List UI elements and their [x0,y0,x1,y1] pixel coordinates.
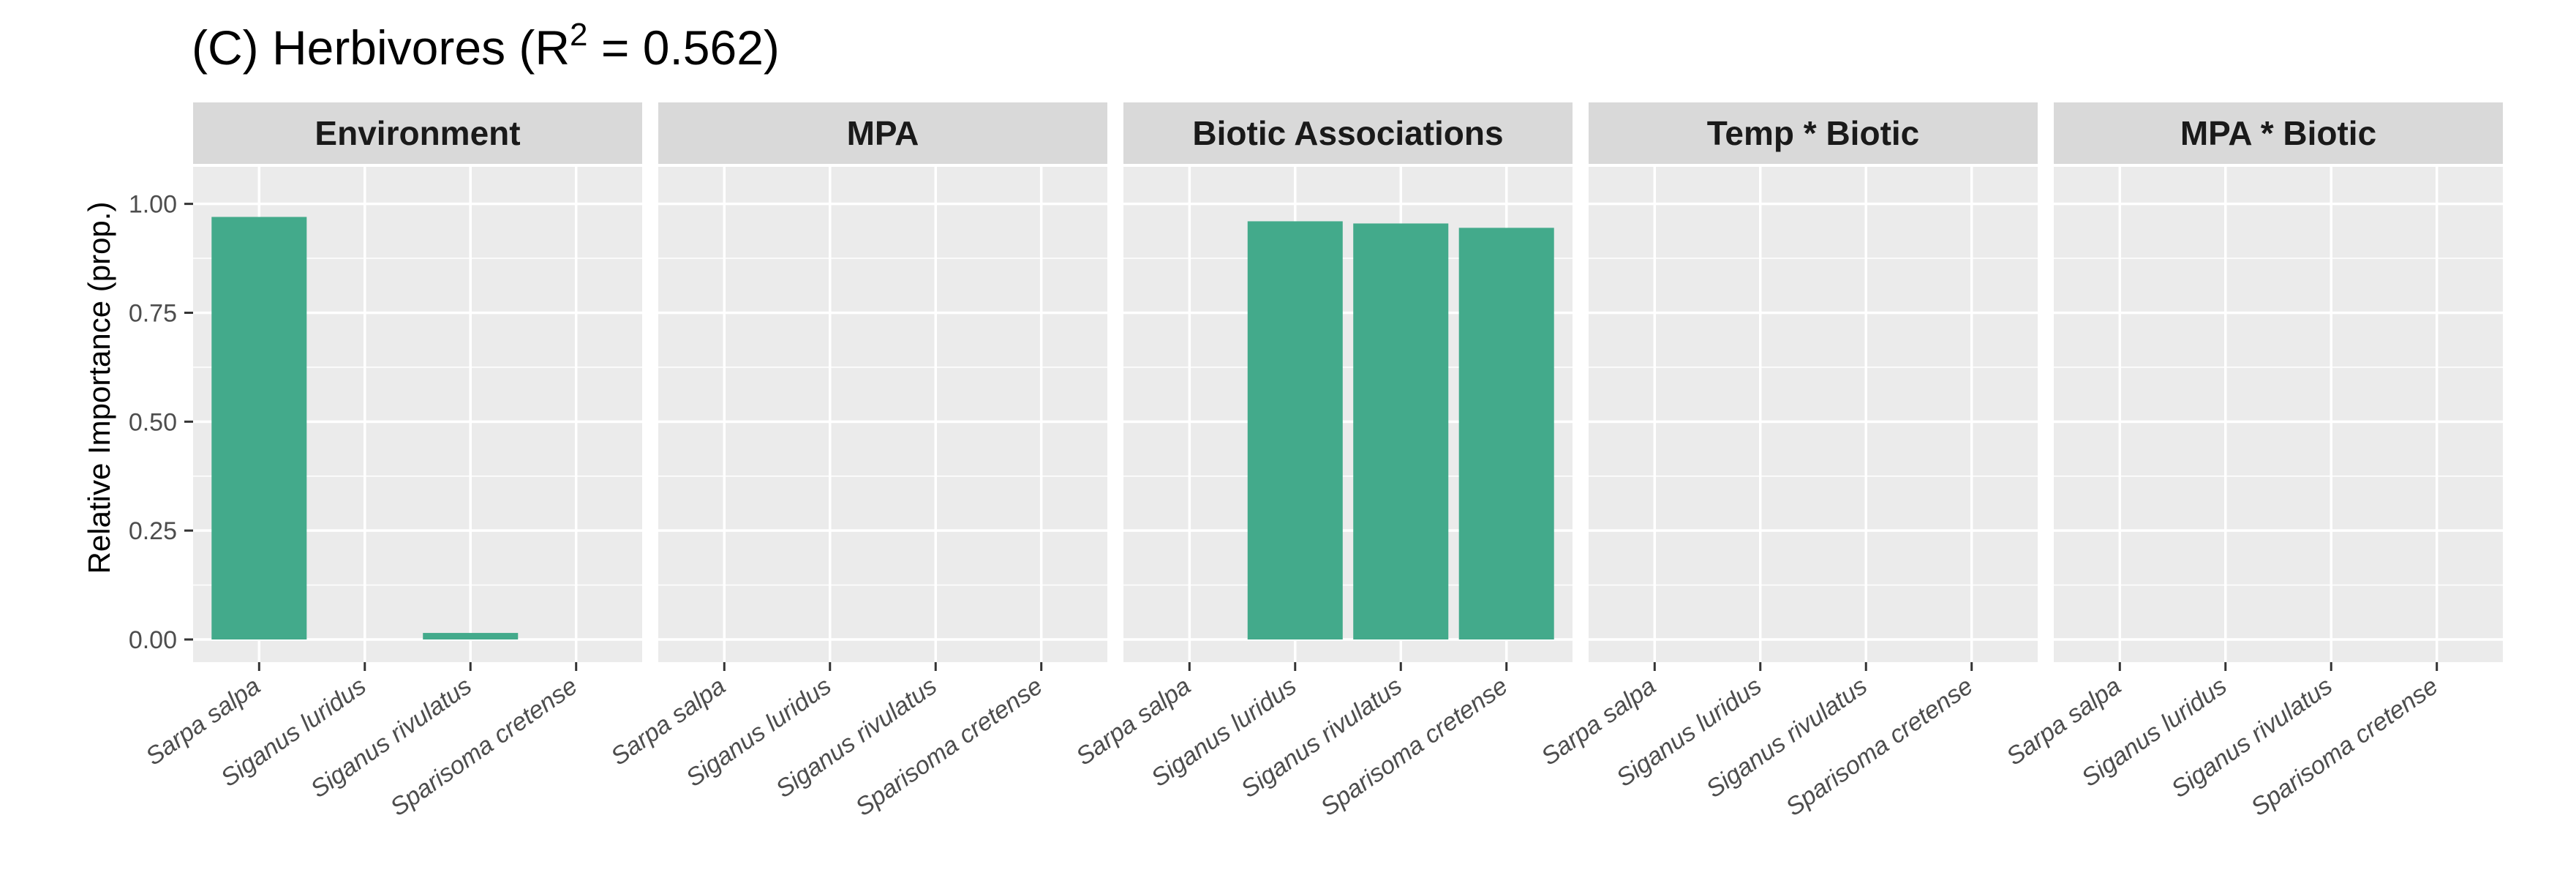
bar [1458,228,1554,639]
facet-strip-label: Environment [315,114,520,152]
x-tick-label: Sparisoma cretense [1316,672,1513,822]
facet-strip [1589,102,2038,164]
x-tick-label: Sparisoma cretense [385,672,582,822]
panel-background [658,167,1107,662]
y-axis-title: Relative Importance (prop.) [82,202,116,574]
facet-strip [193,102,642,164]
chart-title: (C) Herbivores (R2 = 0.562) [192,17,780,75]
x-tick-label: Sparisoma cretense [2246,672,2443,822]
y-tick-label: 0.75 [129,299,177,327]
bar [211,217,307,640]
facet-strip-label: Biotic Associations [1192,114,1503,152]
facet-strip [658,102,1107,164]
panel-background [2054,167,2503,662]
facet-strip-label: MPA * Biotic [2180,114,2376,152]
bar [423,633,519,639]
y-tick-label: 0.50 [129,408,177,436]
facet-strip-label: MPA [847,114,919,152]
chart-title-superscript: 2 [570,17,587,53]
panel-background [1589,167,2038,662]
y-tick-label: 0.00 [129,626,177,654]
bar [1247,221,1343,639]
x-tick-label: Sparisoma cretense [851,672,1047,822]
y-axis: 0.00 0.25 0.50 0.75 1.00 [129,191,193,654]
facet-strip-label: Temp * Biotic [1707,114,1920,152]
facet-strip [1123,102,1573,164]
x-tick-label: Sparisoma cretense [1781,672,1978,822]
chart-title-suffix: = 0.562) [588,20,780,75]
bar [1353,223,1449,640]
y-tick-label: 1.00 [129,191,177,219]
y-tick-label: 0.25 [129,517,177,545]
facet-strip [2054,102,2503,164]
